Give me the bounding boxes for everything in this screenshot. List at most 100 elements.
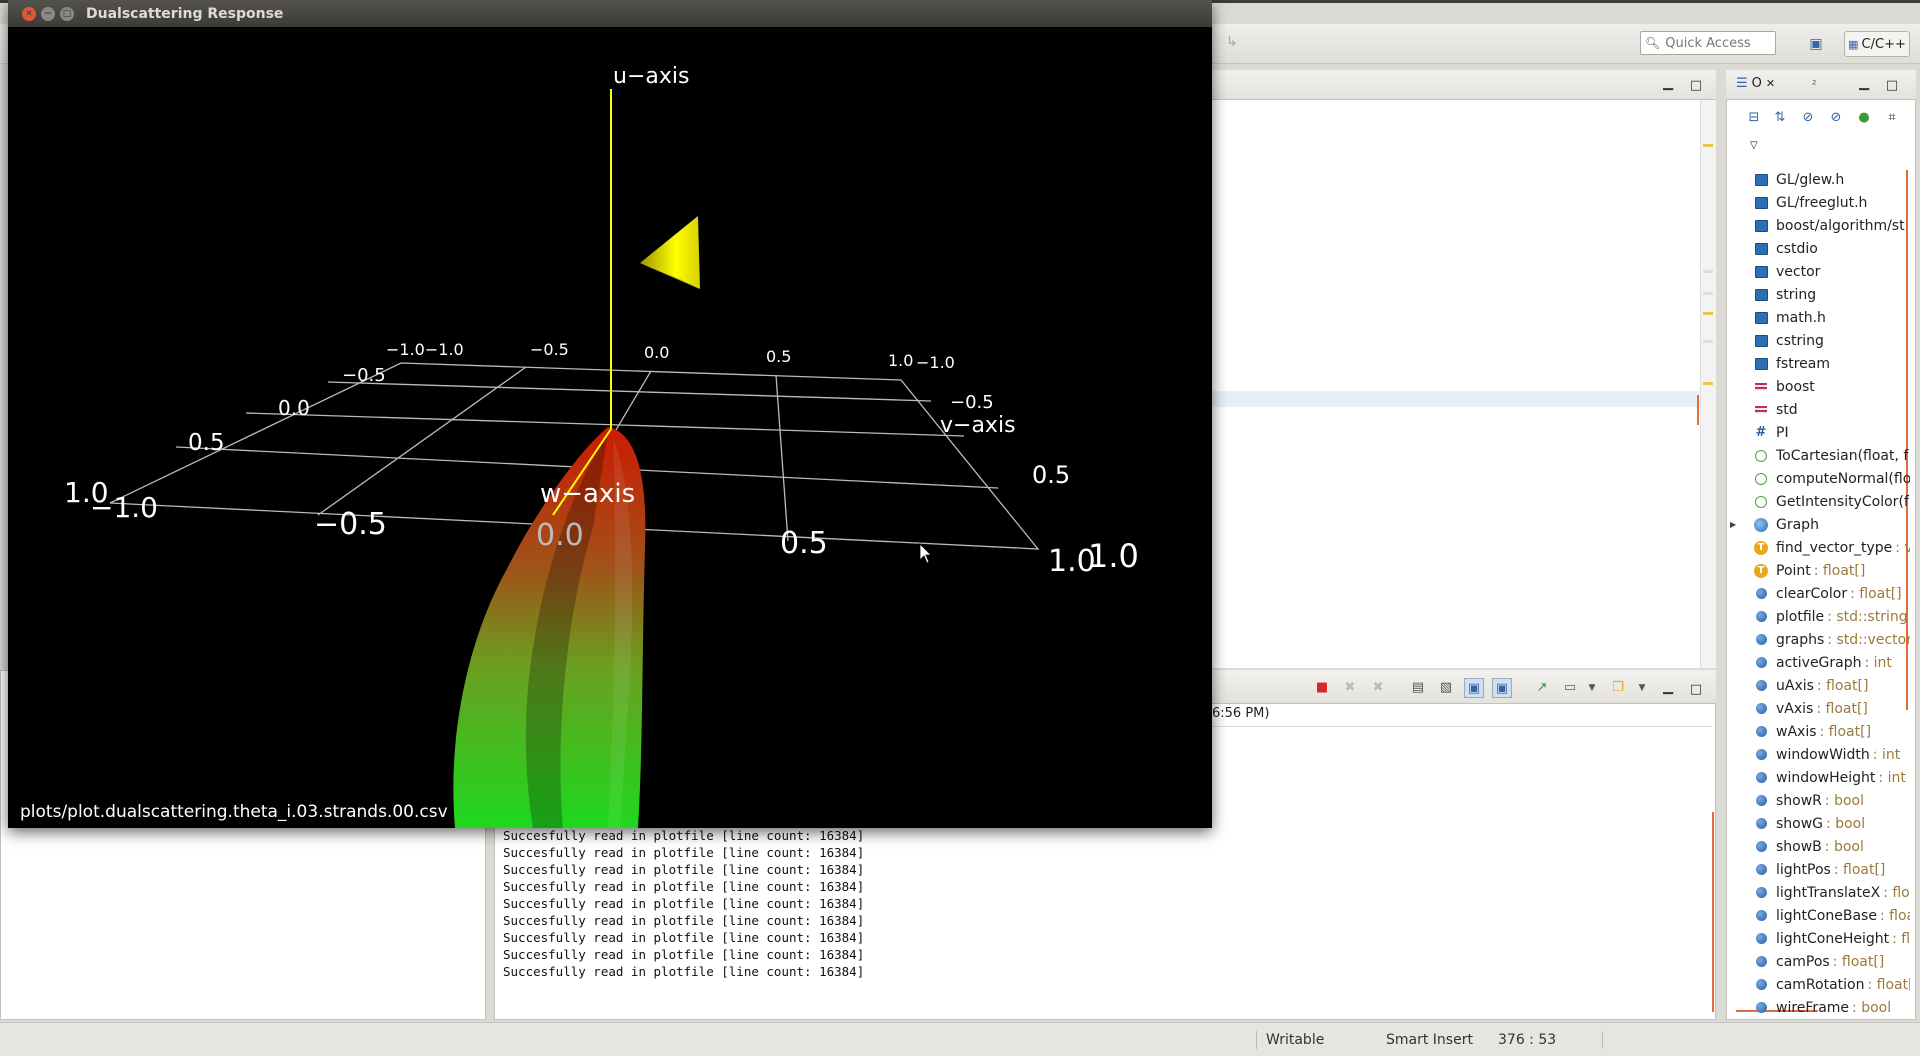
outline-item-type: : int	[1878, 769, 1906, 786]
outline-item[interactable]: lightPos: float[]	[1730, 858, 1910, 881]
editor-text-area[interactable]	[1212, 100, 1700, 668]
outline-item-name: Graph	[1776, 516, 1819, 533]
clear-console-icon[interactable]: ▤	[1411, 680, 1425, 695]
view-menu-icon[interactable]: ▽	[1750, 140, 1758, 151]
terminate-icon[interactable]: ■	[1315, 680, 1329, 695]
outline-item[interactable]: GL/glew.h	[1730, 168, 1910, 191]
outline-item-name: cstring	[1776, 332, 1824, 349]
outline-item-type: : float[]	[1819, 723, 1872, 740]
outline-item[interactable]: vector	[1730, 260, 1910, 283]
lobe-surface	[453, 427, 646, 828]
toolbar-nav-icon[interactable]: ↳	[1226, 34, 1238, 50]
close-icon[interactable]: ✕	[22, 6, 36, 21]
ruler-mark[interactable]	[1703, 270, 1713, 273]
outline-item[interactable]: # PI	[1730, 421, 1910, 444]
outline-item[interactable]: activeGraph: int	[1730, 651, 1910, 674]
outline-item[interactable]: GetIntensityColor(f	[1730, 490, 1910, 513]
include-icon	[1754, 242, 1768, 255]
close-icon[interactable]: ✕	[1765, 77, 1776, 90]
outline-item[interactable]: lightConeBase: floa	[1730, 904, 1910, 927]
outline-item[interactable]: string	[1730, 283, 1910, 306]
outline-item[interactable]: lightTranslateX: floa	[1730, 881, 1910, 904]
show-on-output-icon[interactable]: ▣	[1492, 678, 1512, 698]
outline-item[interactable]: wireFrame: bool	[1730, 996, 1910, 1019]
expand-arrow-icon[interactable]: ▶	[1730, 520, 1737, 529]
outline-item[interactable]: fstream	[1730, 352, 1910, 375]
hide-nonpublic-icon[interactable]: ●	[1858, 110, 1870, 125]
hide-static-icon[interactable]: ⊘	[1830, 110, 1842, 125]
outline-item[interactable]: boost/algorithm/st	[1730, 214, 1910, 237]
maximize-icon[interactable]: □	[1689, 682, 1703, 697]
outline-item[interactable]: cstdio	[1730, 237, 1910, 260]
outline-item[interactable]: computeNormal(flo	[1730, 467, 1910, 490]
ruler-mark[interactable]	[1703, 340, 1713, 343]
outline-item[interactable]: wAxis: float[]	[1730, 720, 1910, 743]
pin-console-icon[interactable]: ↗	[1536, 680, 1548, 695]
scroll-lock-icon[interactable]: ▧	[1439, 680, 1453, 695]
outline-item[interactable]: ▶ Graph	[1730, 513, 1910, 536]
outline-item[interactable]: uAxis: float[]	[1730, 674, 1910, 697]
outline-item[interactable]: math.h	[1730, 306, 1910, 329]
word-wrap-icon[interactable]: ▣	[1464, 678, 1484, 698]
outline-item[interactable]: showB: bool	[1730, 835, 1910, 858]
outline-item[interactable]: camPos: float[]	[1730, 950, 1910, 973]
outline-tab[interactable]: ☰ O ✕	[1736, 76, 1775, 91]
outline-item[interactable]: showR: bool	[1730, 789, 1910, 812]
console-output[interactable]: Succesfully read in plotfile [line count…	[503, 827, 864, 980]
outline-item[interactable]: showG: bool	[1730, 812, 1910, 835]
tick-label: 0.5	[188, 430, 225, 456]
maximize-icon[interactable]: □	[1689, 78, 1703, 93]
console-title: 6:56 PM)	[1212, 706, 1270, 721]
ruler-warning-mark[interactable]	[1703, 312, 1713, 315]
quick-access-input[interactable]	[1663, 34, 1776, 52]
ruler-mark[interactable]	[1703, 292, 1713, 295]
minimize-icon[interactable]: −	[41, 6, 55, 21]
outline-item[interactable]: windowHeight: int	[1730, 766, 1910, 789]
open-perspective-icon[interactable]: ▣	[1809, 36, 1823, 52]
window-title: Dualscattering Response	[86, 5, 284, 22]
remove-all-icon[interactable]: ✖	[1372, 680, 1384, 695]
outline-item[interactable]: vAxis: float[]	[1730, 697, 1910, 720]
outline-tabbar	[1726, 70, 1916, 100]
chevron-down-icon[interactable]: ▼	[1638, 683, 1646, 693]
minimize-icon[interactable]: ▁	[1663, 680, 1673, 695]
display-console-icon[interactable]: ▭	[1563, 680, 1577, 695]
scattering-lobe	[453, 427, 646, 828]
minimize-icon[interactable]: ▁	[1859, 76, 1869, 91]
hide-fields-icon[interactable]: ⊘	[1802, 110, 1814, 125]
tick-label: 0.5	[780, 526, 828, 561]
outline-item[interactable]: clearColor: float[]	[1730, 582, 1910, 605]
collapse-all-icon[interactable]: ⊟	[1748, 110, 1760, 125]
maximize-icon[interactable]: □	[1885, 78, 1899, 93]
gl-render-canvas[interactable]: u−axis v−axis w−axis −1.0−1.0 −0.5 0.0 0…	[8, 27, 1212, 828]
outline-item[interactable]: plotfile: std::string	[1730, 605, 1910, 628]
outline-item[interactable]: windowWidth: int	[1730, 743, 1910, 766]
remove-launch-icon[interactable]: ✖	[1344, 680, 1356, 695]
outline-item[interactable]: T Point: float[]	[1730, 559, 1910, 582]
perspective-cpp-button[interactable]: ▦ C/C++	[1844, 31, 1910, 57]
ruler-warning-mark[interactable]	[1703, 382, 1713, 385]
outline-item[interactable]: boost	[1730, 375, 1910, 398]
outline-item[interactable]: graphs: std::vector	[1730, 628, 1910, 651]
outline-item[interactable]: cstring	[1730, 329, 1910, 352]
outline-item[interactable]: lightConeHeight: flo	[1730, 927, 1910, 950]
outline-item[interactable]: GL/freeglut.h	[1730, 191, 1910, 214]
outline-item[interactable]: std	[1730, 398, 1910, 421]
light-cone-base	[640, 263, 700, 289]
outline-item[interactable]: ToCartesian(float, f	[1730, 444, 1910, 467]
maximize-icon[interactable]: □	[60, 6, 74, 21]
group-includes-icon[interactable]: ⌗	[1888, 110, 1896, 125]
ruler-warning-mark[interactable]	[1703, 144, 1713, 147]
new-console-icon[interactable]: ❐	[1612, 680, 1624, 695]
sort-icon[interactable]: ⇅	[1774, 110, 1786, 125]
quick-access-field[interactable]: 🔍︎	[1640, 31, 1776, 55]
chevron-down-icon[interactable]: ▼	[1588, 683, 1596, 693]
variable-icon	[1755, 1002, 1767, 1013]
secondary-tab[interactable]: ²	[1812, 78, 1817, 91]
minimize-icon[interactable]: ▁	[1663, 76, 1673, 91]
dualscattering-window: ✕ − □ Dualscattering Response	[8, 0, 1212, 828]
outline-item[interactable]: camRotation: float[	[1730, 973, 1910, 996]
right-edge-ticks: −0.5 0.5 1.0	[950, 392, 1096, 579]
window-titlebar[interactable]: ✕ − □ Dualscattering Response	[8, 0, 1212, 27]
